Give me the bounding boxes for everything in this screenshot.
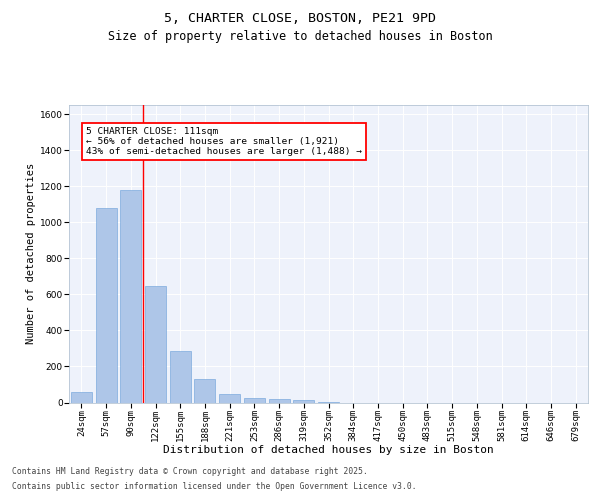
Y-axis label: Number of detached properties: Number of detached properties [26, 163, 35, 344]
Bar [219, 394, 240, 402]
Bar [269, 400, 290, 402]
Bar [120, 190, 141, 402]
Bar [71, 392, 92, 402]
Bar [293, 400, 314, 402]
Text: 5 CHARTER CLOSE: 111sqm
← 56% of detached houses are smaller (1,921)
43% of semi: 5 CHARTER CLOSE: 111sqm ← 56% of detache… [86, 126, 362, 156]
Bar [194, 379, 215, 402]
X-axis label: Distribution of detached houses by size in Boston: Distribution of detached houses by size … [163, 445, 494, 455]
Bar [145, 286, 166, 403]
Text: Contains public sector information licensed under the Open Government Licence v3: Contains public sector information licen… [12, 482, 416, 491]
Text: 5, CHARTER CLOSE, BOSTON, PE21 9PD: 5, CHARTER CLOSE, BOSTON, PE21 9PD [164, 12, 436, 26]
Bar [95, 208, 116, 402]
Text: Contains HM Land Registry data © Crown copyright and database right 2025.: Contains HM Land Registry data © Crown c… [12, 467, 368, 476]
Bar [244, 398, 265, 402]
Bar [170, 351, 191, 403]
Text: Size of property relative to detached houses in Boston: Size of property relative to detached ho… [107, 30, 493, 43]
